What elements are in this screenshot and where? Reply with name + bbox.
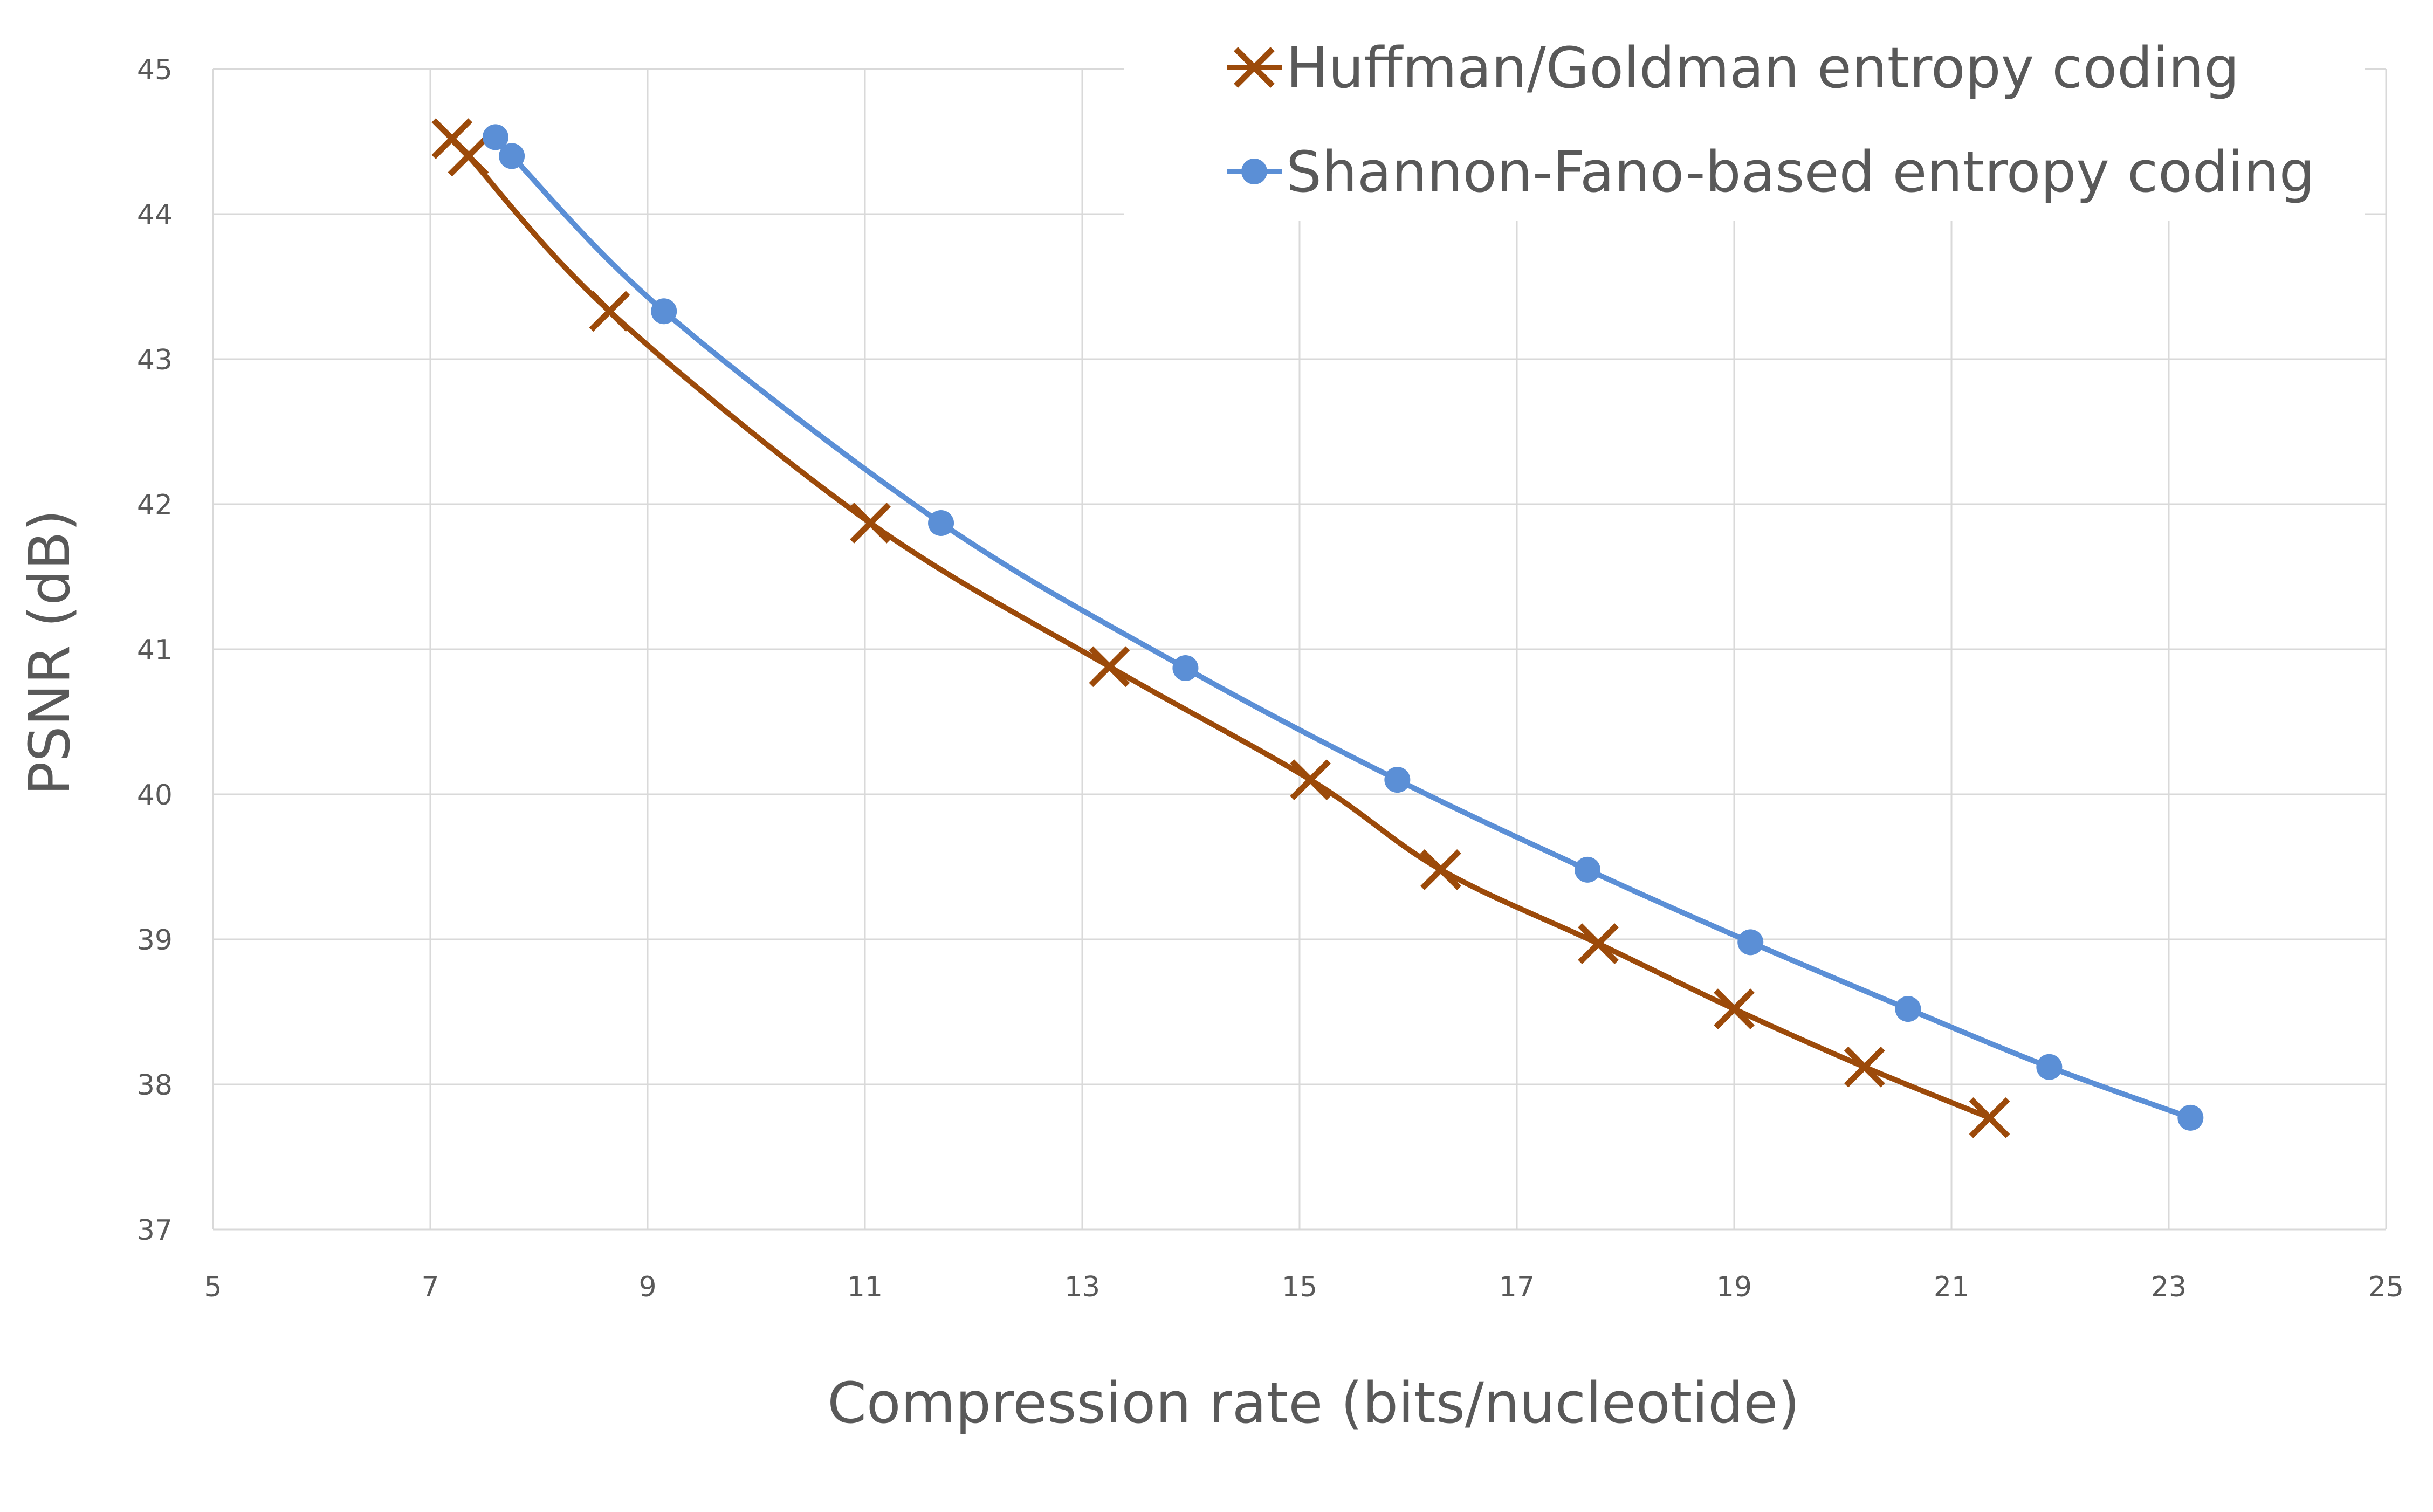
data-point-circle-marker <box>928 510 954 536</box>
tick-labels: 5 7 9 11 13 15 17 19 21 23 25 37 38 39 40 41 42 43 44 45 <box>137 54 2404 1303</box>
y-tick-label: 45 <box>137 54 173 86</box>
x-tick-label: 15 <box>1282 1271 1317 1303</box>
series-2 <box>482 124 2204 1131</box>
x-tick-label: 11 <box>847 1271 883 1303</box>
data-point-x-marker <box>1089 646 1130 688</box>
data-point-x-marker <box>1714 988 1755 1030</box>
y-tick-label: 44 <box>137 199 173 231</box>
data-point-circle-marker <box>1737 929 1764 956</box>
data-point-x-marker <box>1420 849 1461 890</box>
data-point-circle-marker <box>1895 996 1921 1022</box>
y-tick-label: 41 <box>137 634 173 666</box>
data-point-x-marker <box>1290 759 1331 800</box>
grid <box>212 68 2387 1231</box>
y-tick-label: 37 <box>137 1214 173 1247</box>
legend: Huffman/Goldman entropy coding Shannon-Fa… <box>1124 5 2365 221</box>
series-line <box>448 135 1991 1121</box>
x-tick-label: 9 <box>638 1271 656 1303</box>
x-axis-title: Compression rate (bits/nucleotide) <box>827 1370 1799 1436</box>
y-tick-label: 39 <box>137 924 173 957</box>
data-point-circle-marker <box>1574 856 1600 883</box>
y-tick-label: 43 <box>137 344 173 376</box>
legend-label: Huffman/Goldman entropy coding <box>1286 35 2239 101</box>
data-point-circle-marker <box>1172 655 1199 681</box>
data-point-circle-marker <box>482 124 508 150</box>
x-tick-label: 21 <box>1934 1271 1969 1303</box>
data-point-circle-marker <box>651 298 677 325</box>
x-tick-label: 25 <box>2368 1271 2404 1303</box>
data-point-x-marker <box>1969 1097 2010 1138</box>
data-point-x-marker <box>448 135 489 177</box>
legend-entry-2: Shannon-Fano-based entropy coding <box>1227 139 2315 205</box>
x-tick-label: 17 <box>1499 1271 1535 1303</box>
x-tick-label: 7 <box>421 1271 439 1303</box>
legend-background <box>1124 5 2365 221</box>
legend-swatch-x-marker <box>1234 47 1275 88</box>
data-point-x-marker <box>850 503 891 544</box>
data-point-circle-marker <box>2036 1054 2063 1080</box>
series-line <box>491 134 2191 1121</box>
y-tick-label: 38 <box>137 1069 173 1102</box>
y-axis-title: PSNR (dB) <box>17 510 83 795</box>
x-tick-label: 13 <box>1064 1271 1100 1303</box>
data-point-x-marker <box>1844 1046 1885 1088</box>
y-tick-label: 40 <box>137 779 173 812</box>
legend-entry-1: Huffman/Goldman entropy coding <box>1227 35 2239 101</box>
data-point-circle-marker <box>1384 767 1411 793</box>
data-point-circle-marker <box>499 143 525 169</box>
legend-label: Shannon-Fano-based entropy coding <box>1286 139 2315 205</box>
data-point-x-marker <box>1578 923 1619 964</box>
x-tick-label: 19 <box>1716 1271 1752 1303</box>
series-layer <box>431 118 2204 1138</box>
x-tick-label: 5 <box>204 1271 222 1303</box>
series-1 <box>431 118 2010 1138</box>
y-tick-label: 42 <box>137 489 173 521</box>
data-point-circle-marker <box>2177 1104 2204 1131</box>
data-point-x-marker <box>589 291 630 332</box>
x-tick-label: 23 <box>2151 1271 2187 1303</box>
legend-swatch-circle-marker <box>1241 159 1267 184</box>
